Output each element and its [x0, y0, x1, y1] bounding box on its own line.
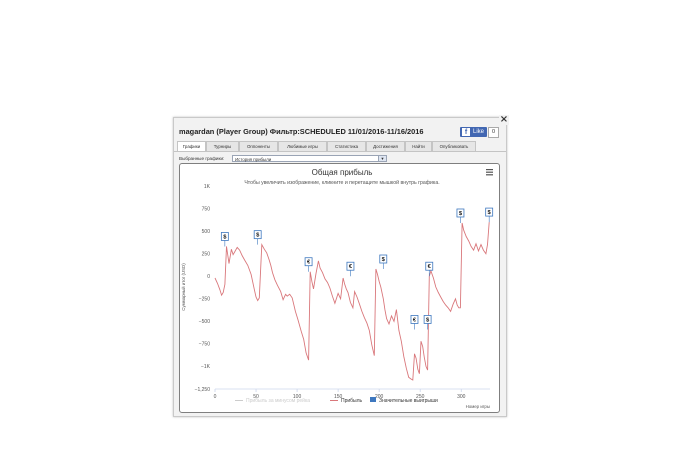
legend-label: Прибыль за минусом рейка	[246, 397, 310, 404]
series-group: $ $ € € $ € $ € $ $	[214, 207, 494, 381]
y-tick-label: −500	[199, 319, 210, 325]
y-tick-label: 1K	[204, 184, 211, 190]
y-tick-label: 250	[202, 251, 211, 257]
flag-symbol: $	[459, 211, 463, 217]
flag-box	[425, 261, 434, 271]
tab-achievements[interactable]: Достижения	[366, 141, 405, 151]
legend-swatch	[370, 397, 376, 402]
chart-selector-value: История прибыли	[235, 157, 272, 162]
tab-graphs[interactable]: Графики	[177, 141, 206, 152]
big-win-flag: $	[220, 232, 229, 247]
chart-container[interactable]: Общая прибыль Чтобы увеличить изображени…	[179, 163, 500, 413]
x-tick-label: 0	[214, 394, 217, 400]
player-stats-window: × magardan (Player Group) Фильтр:SCHEDUL…	[173, 114, 509, 417]
flag-box	[379, 254, 388, 264]
big-win-flag: €	[346, 261, 355, 277]
flag-symbol: €	[413, 317, 417, 323]
big-win-flag: $	[456, 208, 465, 223]
big-win-flag: €	[425, 261, 434, 277]
big-win-flag: $	[253, 230, 262, 245]
chart-title: Общая прибыль	[312, 168, 373, 177]
flag-symbol: $	[488, 210, 492, 216]
flag-symbol: €	[307, 260, 311, 266]
y-tick-label: 0	[207, 274, 210, 280]
flag-symbol: $	[256, 233, 260, 239]
legend-item-profit: Прибыль	[330, 398, 363, 404]
x-tick-label: 50	[253, 394, 259, 400]
flag-box	[253, 230, 262, 240]
tab-divider	[174, 151, 506, 152]
y-tick-label: 750	[202, 206, 211, 212]
flag-box	[423, 315, 432, 324]
legend-item-big-wins: Значительные выигрыши	[370, 397, 438, 404]
facebook-icon: f	[462, 128, 470, 136]
chevron-down-icon: ▼	[378, 156, 386, 161]
tab-tournaments[interactable]: Турниры	[206, 141, 239, 151]
tab-search[interactable]: Найти	[405, 141, 432, 151]
big-win-flag: €	[304, 257, 313, 272]
y-tick-label: −1K	[201, 364, 211, 370]
tab-opponents[interactable]: Оппоненты	[239, 141, 278, 151]
hamburger-menu-icon[interactable]	[486, 169, 493, 176]
big-win-flag: $	[379, 254, 388, 270]
flag-symbol: $	[223, 234, 227, 240]
flag-box	[304, 257, 313, 267]
flag-box	[410, 315, 419, 324]
chart-selector-label: Выбранные графики:	[179, 156, 225, 161]
y-axis-label: Суммарный итог (USD)	[181, 263, 186, 311]
flag-symbol: €	[349, 264, 353, 270]
profit-series-line	[214, 222, 490, 381]
close-icon[interactable]: ×	[499, 114, 509, 125]
tab-publish[interactable]: Опубликовать	[432, 141, 476, 151]
chart-selector-dropdown[interactable]: История прибыли ▼	[232, 155, 387, 162]
y-tick-label: −750	[199, 342, 210, 348]
legend-item-net-profit: Прибыль за минусом рейка	[235, 397, 310, 404]
big-win-flag: $	[423, 315, 432, 330]
tab-statistics[interactable]: Статистика	[327, 141, 366, 151]
profit-chart[interactable]: Общая прибыль Чтобы увеличить изображени…	[180, 164, 499, 412]
x-tick-label: 250	[416, 394, 425, 400]
y-tick-label: 500	[202, 229, 211, 235]
legend: Прибыль за минусом рейка Прибыль Значитель…	[235, 397, 438, 404]
y-tick-label: −1,250	[195, 387, 211, 393]
flag-symbol: $	[426, 317, 430, 323]
x-tick-label: 300	[457, 394, 466, 400]
like-count: 0	[488, 127, 500, 138]
y-tick-label: −250	[199, 297, 210, 303]
big-win-flag: €	[410, 315, 419, 330]
chart-subtitle: Чтобы увеличить изображение, кликните и …	[244, 179, 439, 186]
legend-label: Значительные выигрыши	[379, 398, 438, 404]
x-axis-label: Номер игры	[466, 404, 490, 409]
window-title: magardan (Player Group) Фильтр:SCHEDULED…	[179, 127, 424, 136]
big-win-flag: $	[485, 207, 494, 223]
flag-box	[485, 207, 494, 217]
flag-symbol: €	[428, 264, 432, 270]
x-tick-label: 100	[293, 394, 302, 400]
tab-favorite-games[interactable]: Любимые игры	[278, 141, 327, 151]
flag-box	[346, 261, 355, 271]
flag-symbol: $	[382, 257, 386, 263]
x-tick-label: 200	[375, 394, 384, 400]
facebook-like-button[interactable]: f Like	[460, 127, 488, 137]
flag-box	[456, 208, 465, 218]
legend-label: Прибыль	[341, 398, 363, 404]
like-label: Like	[473, 129, 485, 135]
flag-box	[220, 232, 229, 241]
x-tick-label: 150	[334, 394, 343, 400]
